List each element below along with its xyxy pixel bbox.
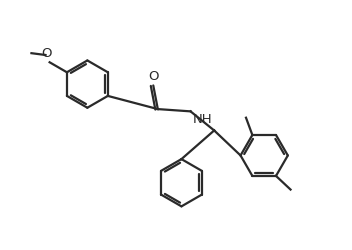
Text: O: O <box>41 47 52 60</box>
Text: O: O <box>148 70 158 83</box>
Text: NH: NH <box>192 113 212 126</box>
